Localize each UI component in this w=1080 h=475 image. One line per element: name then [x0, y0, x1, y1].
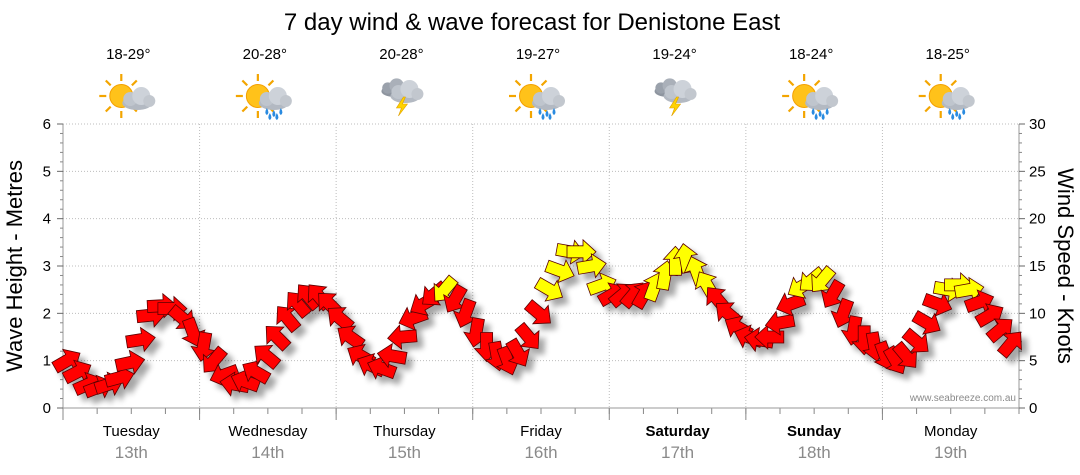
sun-cloud-showers-icon	[98, 72, 156, 120]
wind-arrow	[254, 344, 282, 371]
wind-arrow	[276, 306, 302, 334]
date-label: 15th	[388, 443, 421, 462]
right-y-axis: 0 5 10 15 20 25 30	[1019, 116, 1046, 417]
temperature-labels: 18-29° 20-28° 20-28° 19-27° 19-24° 18-24° 18-2…	[106, 46, 970, 63]
wind-arrow	[811, 265, 837, 293]
date-label: 17th	[661, 443, 694, 462]
y-tick-label: 2	[43, 305, 51, 322]
chart-title: 7 day wind & wave forecast for Denistone…	[284, 9, 781, 36]
y-tick-label: 1	[43, 353, 51, 370]
y2-tick-label: 10	[1029, 305, 1046, 322]
temperature-label: 19-24°	[652, 46, 696, 63]
wind-arrow	[114, 349, 146, 375]
day-label: Thursday	[373, 423, 436, 440]
temperature-label: 19-27°	[516, 46, 560, 63]
storm-cloud-icon	[654, 78, 697, 117]
weather-icons	[98, 72, 975, 120]
wind-arrow	[265, 325, 292, 352]
wind-arrow	[514, 321, 540, 349]
y-tick-label: 4	[43, 211, 51, 228]
plot-area	[62, 123, 1020, 420]
y2-tick-label: 15	[1029, 258, 1046, 275]
day-label: Friday	[520, 423, 562, 440]
wind-arrow	[443, 283, 468, 313]
temperature-label: 18-24°	[789, 46, 833, 63]
wind-arrow	[376, 342, 408, 369]
y2-tick-label: 25	[1029, 163, 1046, 180]
y2-tick-label: 30	[1029, 116, 1046, 133]
temperature-label: 20-28°	[379, 46, 423, 63]
wind-arrow	[190, 331, 216, 362]
wind-arrow	[337, 325, 366, 351]
temperature-label: 18-29°	[106, 46, 150, 63]
wind-arrow	[985, 318, 1013, 344]
watermark: www.seabreeze.com.au	[909, 393, 1016, 404]
y2-axis-label: Wind Speed - Knots	[1053, 168, 1078, 364]
y2-tick-label: 20	[1029, 211, 1046, 228]
temperature-label: 20-28°	[243, 46, 287, 63]
y-axis-label: Wave Height - Metres	[2, 160, 27, 372]
y-tick-label: 3	[43, 258, 51, 275]
day-label: Saturday	[645, 423, 710, 440]
wind-arrow	[367, 355, 398, 380]
sun-cloud-rain-icon	[507, 72, 565, 120]
wind-arrow	[533, 276, 564, 302]
y2-tick-label: 5	[1029, 353, 1037, 370]
storm-cloud-icon	[381, 78, 424, 117]
y-tick-label: 0	[43, 400, 51, 417]
wind-arrow	[505, 337, 530, 367]
date-label: 18th	[798, 443, 831, 462]
wind-arrow	[125, 326, 156, 353]
horizontal-gridlines	[63, 123, 1019, 362]
date-label: 16th	[524, 443, 557, 462]
temperature-label: 18-25°	[926, 46, 970, 63]
wind-arrow	[433, 274, 459, 302]
wind-arrow	[820, 278, 846, 308]
x-axis-day-labels: Tuesday 13th Wednesday 14th Thursday 15th Frid…	[103, 423, 978, 462]
wind-arrow	[891, 340, 918, 368]
day-label: Tuesday	[103, 423, 160, 440]
day-label: Monday	[924, 423, 978, 440]
wind-arrow	[996, 331, 1022, 359]
wind-arrow	[452, 297, 478, 328]
day-label: Sunday	[787, 423, 842, 440]
wind-arrow	[901, 327, 929, 353]
wind-arrow	[921, 292, 953, 317]
date-label: 13th	[115, 443, 148, 462]
date-label: 14th	[251, 443, 284, 462]
wind-arrow	[576, 253, 607, 279]
wind-arrows	[51, 238, 1022, 399]
sun-cloud-rain-icon	[234, 72, 292, 120]
vertical-gridlines	[62, 124, 1020, 420]
wind-arrow	[911, 310, 941, 335]
left-y-axis: 0 1 2 3 4 5 6	[43, 116, 63, 417]
wind-arrow	[286, 291, 312, 320]
day-label: Wednesday	[228, 423, 307, 440]
wind-arrow	[566, 238, 597, 265]
wind-arrow	[242, 360, 272, 385]
date-label: 19th	[934, 443, 967, 462]
y2-tick-label: 0	[1029, 400, 1037, 417]
y-tick-label: 6	[43, 116, 51, 133]
wind-arrow	[830, 297, 855, 328]
sun-cloud-rain-icon	[917, 72, 975, 120]
sun-cloud-rain-icon	[781, 72, 839, 120]
wind-arrow	[327, 307, 355, 333]
wind-arrow	[523, 299, 551, 325]
wind-arrow	[387, 324, 418, 351]
y-tick-label: 5	[43, 163, 51, 180]
wind-arrow	[544, 259, 575, 284]
